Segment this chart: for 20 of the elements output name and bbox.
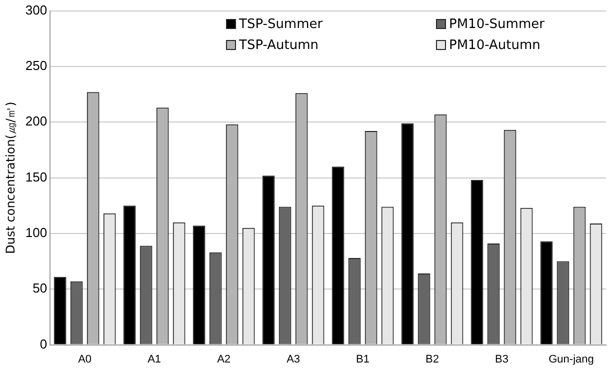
y-tick-label: 300 (25, 2, 48, 18)
y-tick-label: 100 (25, 225, 48, 240)
x-tick-label: B1 (356, 353, 370, 366)
legend-label: TSP-Autumn (239, 38, 319, 53)
x-tick-label: A1 (148, 353, 162, 366)
x-tick-label: A2 (217, 353, 231, 366)
y-tick-label: 0 (40, 336, 48, 352)
legend-label: PM10-Summer (449, 16, 544, 32)
legend-label: PM10-Autumn (449, 38, 540, 53)
y-tick-label: 50 (32, 280, 48, 296)
x-tick-label: B3 (495, 353, 508, 366)
y-tick-label: 150 (25, 169, 48, 184)
x-tick-label: A0 (78, 353, 92, 366)
legend-label: TSP-Summer (239, 16, 323, 32)
x-tick-label: B2 (426, 353, 440, 366)
x-tick-label: Gun-jang (548, 353, 594, 366)
y-tick-label: 200 (25, 114, 48, 129)
y-axis-title: Dust concentration(㎍/㎥) (3, 102, 18, 254)
x-tick-label: A3 (286, 353, 300, 366)
y-tick-label: 250 (25, 58, 48, 74)
